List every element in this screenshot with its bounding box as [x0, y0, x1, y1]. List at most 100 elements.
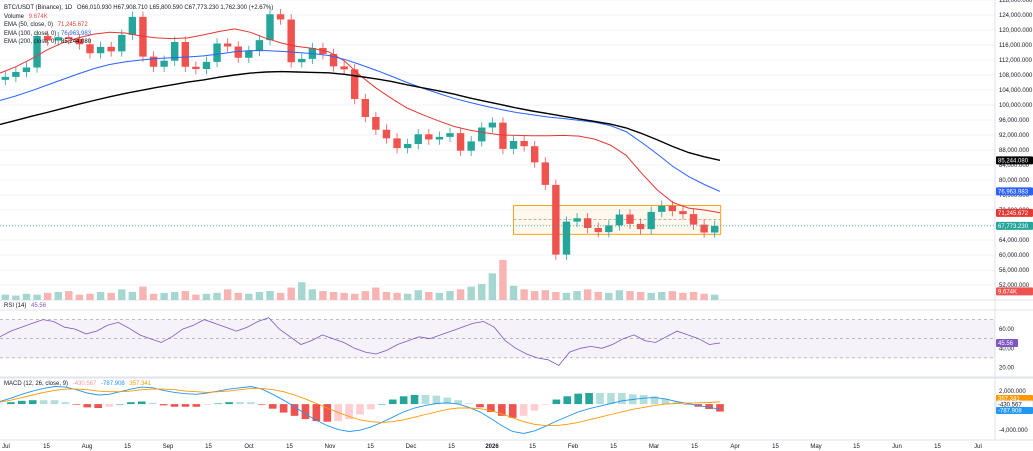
macd-histogram-bar	[378, 404, 386, 405]
volume-bar	[54, 292, 62, 300]
candle-body	[340, 66, 348, 70]
candle-body	[128, 16, 137, 35]
candle-body	[499, 122, 507, 149]
volume-bar	[149, 293, 158, 300]
candle-body	[467, 141, 475, 151]
candle-body	[96, 46, 105, 54]
volume-bar	[202, 293, 211, 300]
volume-bar	[446, 291, 454, 300]
rsi-badge	[996, 338, 1018, 347]
volume-bar	[329, 292, 338, 300]
candle-body	[287, 19, 295, 63]
macd-histogram-bar	[639, 394, 648, 405]
price-tick-label: 104,000.000	[999, 88, 1033, 94]
volume-bar	[118, 289, 126, 300]
price-tick-label: 64,000.000	[999, 238, 1030, 244]
volume-bar	[181, 291, 189, 300]
macd-histogram-bar	[476, 404, 484, 408]
macd-histogram-bar	[607, 393, 615, 405]
volume-bar	[689, 292, 698, 300]
price-axis-badge-text: 85,244.080	[998, 158, 1029, 164]
candle-body	[202, 61, 211, 69]
candle-body	[86, 44, 94, 54]
candle-body	[456, 133, 465, 151]
macd-histogram-bar	[214, 403, 222, 405]
ema50-legend[interactable]: EMA (50, close, 0) 71,245.672	[4, 22, 88, 29]
macd-histogram-bar	[596, 393, 604, 405]
macd-histogram-bar	[705, 404, 713, 409]
price-tick-label: 84,000.000	[999, 163, 1030, 169]
macd-histogram-bar	[279, 404, 288, 413]
volume-bar	[711, 294, 719, 300]
price-tick-label: 60,000.000	[999, 253, 1030, 259]
price-axis-badge	[996, 208, 1033, 217]
macd-histogram-bar	[7, 402, 15, 405]
volume-legend[interactable]: Volume 9.674K	[4, 13, 48, 20]
macd-histogram-bar	[105, 404, 113, 407]
volume-bar	[520, 289, 528, 300]
price-tick-label: 128,000.000	[999, 0, 1033, 4]
volume-bar	[531, 291, 539, 300]
volume-bar	[605, 292, 613, 300]
symbol-label[interactable]: BTC/USDT (Binance), 1D	[4, 5, 73, 11]
macd-histogram-bar	[552, 399, 561, 405]
macd-histogram-bar	[225, 402, 233, 405]
price-tick-label: 92,000.000	[999, 133, 1030, 139]
volume-bar	[1, 294, 9, 300]
macd-histogram-bar	[61, 402, 70, 405]
volume-bar	[308, 289, 317, 300]
volume-bar	[509, 285, 518, 300]
macd-histogram-bar	[530, 404, 539, 411]
macd-badge-text: -787.908	[998, 409, 1022, 415]
volume-bar	[319, 291, 327, 300]
price-axis-badge	[996, 156, 1033, 165]
ema100-legend[interactable]: EMA (100, close, 0) 76,963.983	[4, 30, 92, 37]
volume-bar	[700, 293, 708, 300]
volume-bar	[276, 292, 285, 300]
macd-histogram-bar	[203, 404, 212, 405]
volume-bar	[679, 292, 687, 300]
candle-body	[711, 225, 719, 233]
ema-line	[0, 50, 721, 192]
volume-bar	[456, 289, 465, 300]
volume-bar	[213, 292, 221, 300]
macd-histogram-bar	[465, 403, 473, 405]
volume-bar	[414, 290, 422, 300]
candle-body	[435, 136, 444, 140]
price-tick-label: 76,000.000	[999, 193, 1030, 199]
volume-bar	[287, 287, 295, 300]
candle-body	[33, 36, 41, 68]
price-tick-label: 120,000.000	[999, 28, 1033, 34]
ema200-legend[interactable]: EMA (200, close, 0) 85,244.080	[4, 39, 92, 46]
candle-body	[351, 69, 359, 99]
symbol-row: BTC/USDT (Binance), 1D O66,010.930 H67,9…	[4, 4, 273, 13]
macd-histogram-bar	[181, 404, 190, 407]
macd-legend[interactable]: MACD (12, 26, close, 9) -430.567 -787.90…	[4, 381, 152, 387]
macd-histogram-bar	[388, 399, 397, 405]
price-tick-label: 56,000.000	[999, 268, 1030, 274]
volume-bar	[647, 292, 655, 300]
volume-bar	[234, 292, 242, 300]
rsi-line	[0, 317, 721, 367]
candle-body	[298, 58, 306, 63]
macd-histogram-bar	[258, 404, 266, 405]
candle-body	[65, 37, 73, 39]
macd-histogram-bar	[508, 404, 517, 418]
macd-histogram-bar	[454, 400, 462, 405]
volume-bar	[86, 293, 94, 300]
price-tick-label: 52,000.000	[999, 283, 1030, 289]
rsi-legend[interactable]: RSI (14) 45.56	[4, 303, 47, 309]
candle-body	[541, 162, 549, 185]
candle-body	[213, 43, 221, 62]
candle-body	[245, 51, 253, 58]
price-tick-label: 116,000.000	[999, 43, 1033, 49]
price-tick-label: 100,000.000	[999, 103, 1033, 109]
candle-body	[234, 46, 242, 58]
macd-histogram-bar	[301, 404, 310, 420]
volume-bar	[245, 293, 253, 300]
volume-bar	[668, 291, 677, 300]
rsi-tick-label: 60.00	[999, 327, 1015, 333]
candle-body	[531, 146, 539, 163]
volume-bar	[43, 292, 52, 300]
